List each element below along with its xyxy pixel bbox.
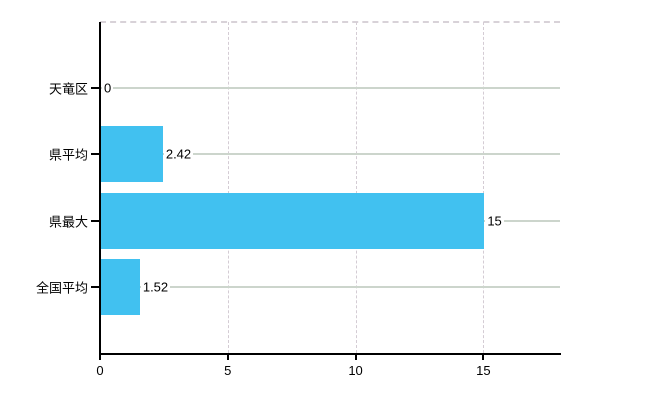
x-tick <box>226 355 229 360</box>
y-tick <box>91 285 99 288</box>
x-tick-label: 0 <box>96 363 104 378</box>
y-tick <box>91 87 99 90</box>
category-gridline <box>100 87 560 90</box>
x-gridline <box>355 22 357 353</box>
bar <box>101 258 140 315</box>
x-tick-label: 15 <box>476 363 491 378</box>
x-tick <box>482 355 485 360</box>
category-label: 全国平均 <box>35 280 88 296</box>
category-label: 天竜区 <box>48 81 88 97</box>
x-tick <box>354 355 357 360</box>
x-gridline <box>227 22 229 353</box>
bar-value-label: 0 <box>102 80 114 96</box>
x-axis-line <box>99 353 561 355</box>
x-tick-label: 5 <box>224 363 232 378</box>
bar-value-label: 2.42 <box>163 146 194 162</box>
category-label: 県最大 <box>48 214 88 230</box>
plot-top-border <box>100 21 560 23</box>
y-tick <box>91 153 99 156</box>
bar-value-label: 15 <box>485 213 504 229</box>
x-tick-label: 10 <box>348 363 363 378</box>
category-gridline <box>100 285 560 288</box>
y-tick <box>91 219 99 222</box>
category-gridline <box>100 153 560 156</box>
bar <box>101 192 485 249</box>
y-axis-line <box>99 22 101 360</box>
x-gridline <box>483 22 485 353</box>
bar-value-label: 1.52 <box>140 279 171 295</box>
category-label: 県平均 <box>48 147 88 163</box>
bar <box>101 126 163 183</box>
